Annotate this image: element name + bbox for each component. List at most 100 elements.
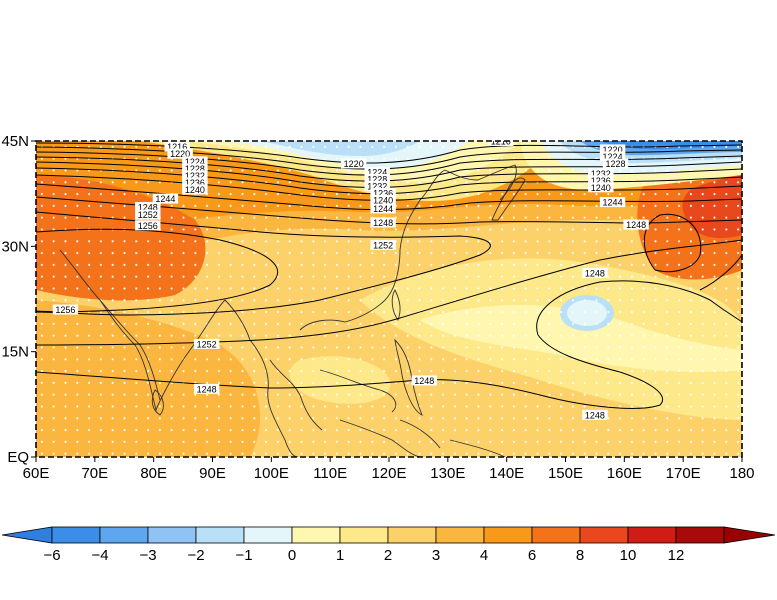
colorbar-level-label: 2: [384, 547, 392, 564]
contour-label-bg: [582, 268, 608, 279]
contour-label-bg: [582, 409, 608, 420]
contour-label: 1248: [138, 203, 158, 213]
contour-label-bg: [364, 173, 390, 184]
contour-label: 1228: [367, 174, 387, 184]
contour-label-bg: [182, 170, 208, 181]
colorbar-level-label: 3: [432, 547, 440, 564]
contour-label-bg: [364, 180, 390, 191]
contour-label-bg: [152, 193, 179, 204]
contour-label-bg: [370, 203, 396, 214]
colorbar-level-label: 1: [336, 547, 344, 564]
contour-label-bg: [588, 168, 614, 179]
contour-label: 1256: [55, 305, 75, 315]
contour-label: 1220: [170, 149, 190, 159]
contour-label: 1248: [197, 384, 217, 394]
contour-label-bg: [164, 141, 190, 152]
contour-label: 1236: [185, 178, 205, 188]
x-tick-label: 80E: [140, 465, 167, 482]
contour-label-bg: [588, 175, 614, 186]
colorbar-under-arrow: [1, 526, 53, 544]
contour-label: 1244: [603, 198, 623, 208]
colorbar-level-label: −4: [91, 547, 108, 564]
x-tick-label: 140E: [489, 465, 524, 482]
contour-label-bg: [411, 375, 437, 386]
x-axis: 60E 70E 80E 90E 100E 110E 120E 130E 140E 150E 160E…: [23, 457, 755, 482]
contour-label-bg: [370, 217, 396, 228]
contour-label: 1224: [367, 167, 387, 177]
x-tick-label: 90E: [199, 465, 226, 482]
colorbar-segment: [51, 526, 101, 544]
colorbar-level-label: 8: [576, 547, 584, 564]
colorbar-segment: [531, 526, 581, 544]
contour-label: 1248: [414, 376, 434, 386]
contour-label: 1240: [373, 195, 393, 205]
contour-label: 1244: [155, 194, 175, 204]
contour-labels: 1216122012241228123212361240124412481252…: [52, 137, 649, 420]
x-tick-label: 120E: [371, 465, 406, 482]
contour-label-bg: [623, 219, 649, 230]
contour-label: 1252: [138, 210, 158, 220]
contour-label-bg: [341, 158, 367, 169]
colorbar-over-arrow: [723, 526, 776, 544]
contour-label-bg: [370, 239, 396, 250]
y-axis: EQ 15N 30N 45N: [1, 133, 36, 466]
colorbar-segment: [195, 526, 245, 544]
contour-label: 1256: [138, 221, 158, 231]
contour-label: 1248: [626, 220, 646, 230]
colorbar-segment: [99, 526, 149, 544]
y-tick-label: 15N: [1, 344, 29, 361]
contour-label: 1244: [373, 204, 393, 214]
contour-label: 1220: [344, 159, 364, 169]
x-tick-label: 150E: [548, 465, 583, 482]
contour-label-bg: [182, 177, 208, 188]
colorbar-level-label: −6: [43, 547, 60, 564]
contour-label: 1248: [373, 218, 393, 228]
contour-label: 1232: [591, 169, 611, 179]
colorbar-segment: [147, 526, 197, 544]
colorbar-level-label: −2: [187, 547, 204, 564]
contour-label-bg: [588, 182, 614, 193]
contour-label: 1248: [585, 269, 605, 279]
contour-label: 1220: [603, 145, 623, 155]
y-tick-label: 45N: [1, 133, 29, 150]
contour-label-bg: [488, 141, 514, 146]
colorbar-level-label: 4: [480, 547, 488, 564]
contour-label: 1240: [591, 183, 611, 193]
colorbar-segment: [339, 526, 389, 544]
x-tick-label: 160E: [607, 465, 642, 482]
contour-label-bg: [182, 156, 208, 167]
contour-label: 1232: [185, 171, 205, 181]
colorbar-segment: [579, 526, 629, 544]
contour-label: 1228: [605, 159, 625, 169]
contour-label: 1216: [491, 137, 511, 147]
contour-label-bg: [135, 202, 161, 213]
contour-label-bg: [599, 144, 626, 155]
contour-label-bg: [182, 163, 208, 174]
contour-label: 1236: [373, 188, 393, 198]
contour-label-bg: [167, 148, 193, 159]
plot-area: 1216122012241228123212361240124412481252…: [36, 137, 742, 457]
contour-label-bg: [370, 187, 396, 198]
y-tick-label: EQ: [7, 449, 29, 466]
x-tick-label: 100E: [254, 465, 289, 482]
colorbar-segment: [435, 526, 485, 544]
y-tick-label: 30N: [1, 238, 29, 255]
contour-label-bg: [52, 304, 79, 315]
colorbar-segment: [387, 526, 437, 544]
x-tick-label: 60E: [23, 465, 50, 482]
contour-label: 1252: [373, 240, 393, 250]
colorbar-segment: [627, 526, 677, 544]
contour-label: 1224: [185, 157, 205, 167]
contour-label: 1224: [603, 152, 623, 162]
contour-label-bg: [370, 194, 396, 205]
contour-label-bg: [599, 151, 626, 162]
colorbar-segment: [675, 526, 725, 544]
contour-label-bg: [193, 338, 220, 349]
contour-label-bg: [599, 197, 626, 208]
colorbar-segment: [291, 526, 341, 544]
x-tick-label: 110E: [313, 465, 347, 482]
colorbar-segment: [483, 526, 533, 544]
contour-label-bg: [135, 220, 161, 231]
contour-label: 1232: [367, 181, 387, 191]
colorbar-level-label: 12: [668, 547, 685, 564]
